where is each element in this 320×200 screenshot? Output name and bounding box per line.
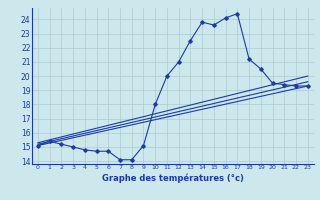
X-axis label: Graphe des températures (°c): Graphe des températures (°c) (102, 173, 244, 183)
